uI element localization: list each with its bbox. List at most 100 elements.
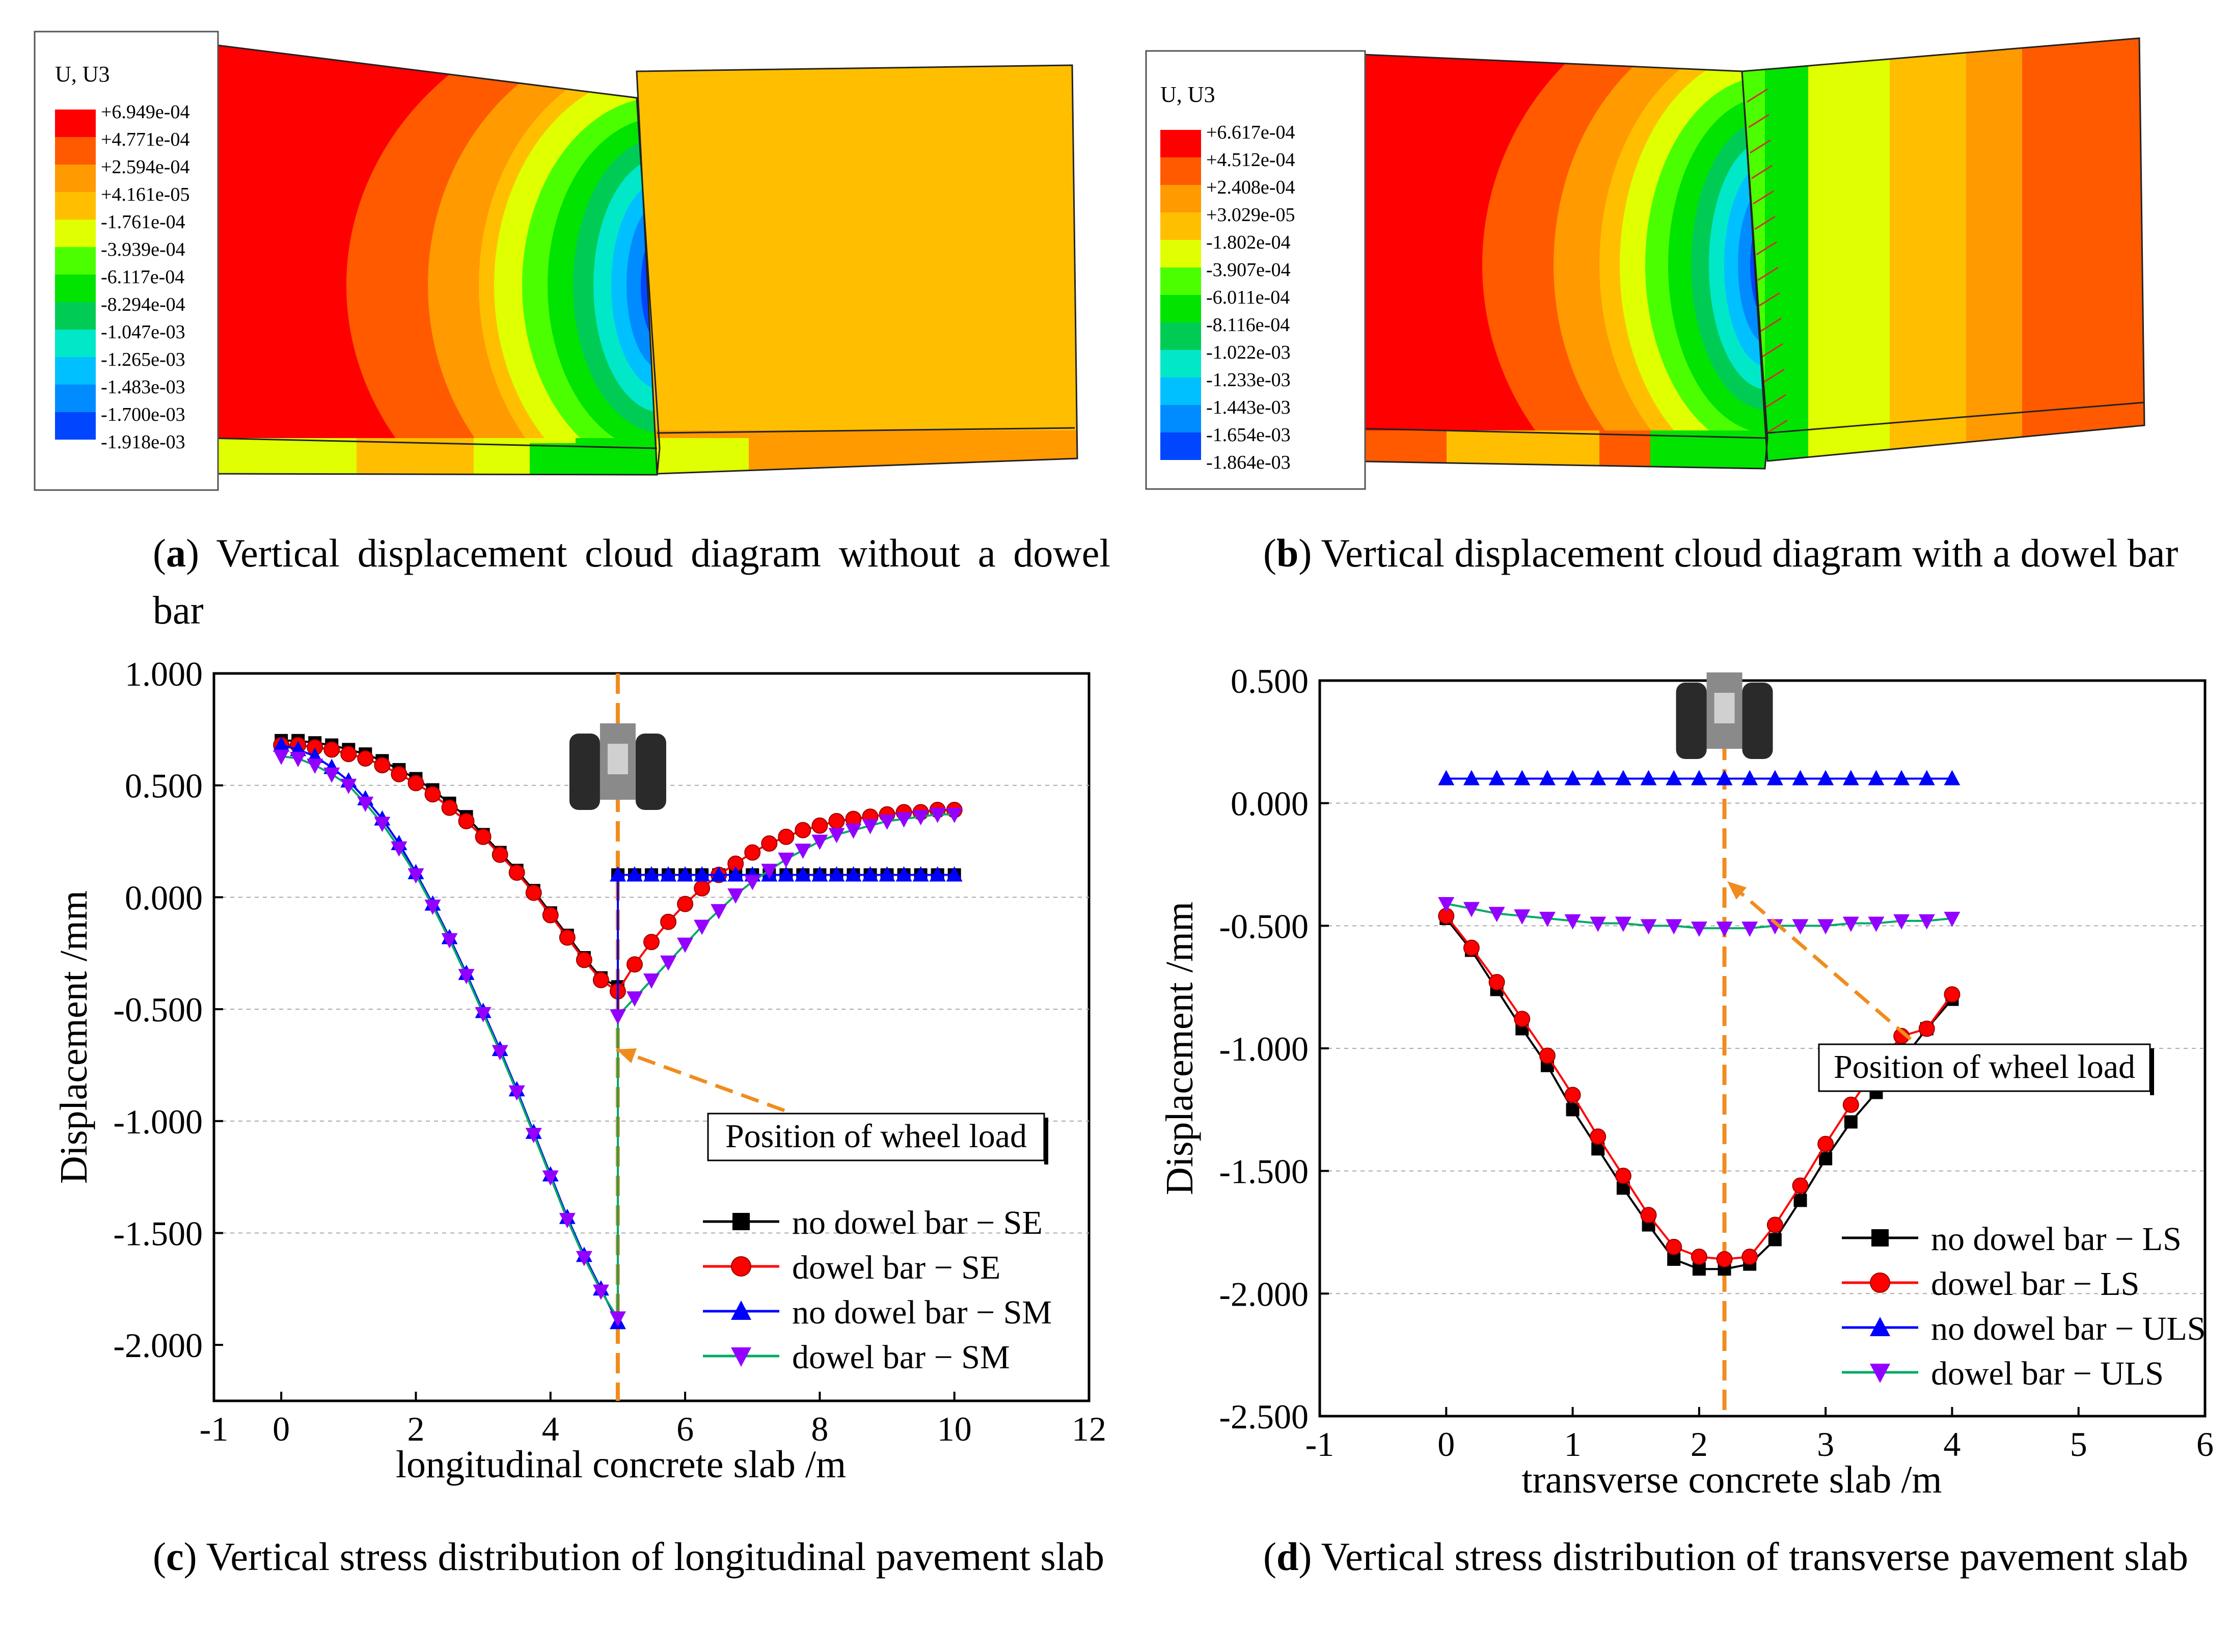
data-point-triangle-up	[828, 866, 845, 882]
data-point-square	[1871, 1229, 1889, 1247]
data-point-triangle-down	[1766, 919, 1783, 935]
legend-level: -1.918e-03	[101, 431, 185, 453]
data-point-triangle-down	[391, 841, 407, 857]
legend-level: -6.011e-04	[1206, 287, 1290, 308]
data-point-circle	[1488, 974, 1505, 991]
x-axis-title: transverse concrete slab /m	[1521, 1458, 1942, 1501]
data-point-triangle-down	[1716, 922, 1733, 937]
x-tick-label: 1	[1564, 1425, 1582, 1464]
data-point-triangle-down	[340, 778, 357, 794]
data-point-triangle-down	[694, 919, 711, 935]
legend-level: -1.233e-03	[1206, 369, 1291, 391]
data-point-triangle-up	[626, 866, 643, 882]
data-point-circle	[795, 822, 811, 838]
data-point-circle	[576, 952, 592, 968]
data-point-circle	[1463, 939, 1480, 956]
panel-d-caption: (d) Vertical stress distribution of tran…	[1263, 1534, 2188, 1579]
data-point-circle	[1691, 1249, 1707, 1265]
x-tick-label: 4	[1943, 1425, 1961, 1464]
legend-label: no dowel bar − LS	[1931, 1221, 2182, 1258]
legend-level: -1.761e-04	[101, 211, 185, 233]
data-point-circle	[778, 828, 795, 845]
data-point-triangle-up	[845, 866, 862, 882]
data-point-circle	[643, 934, 660, 951]
data-point-triangle-down	[492, 1045, 508, 1061]
legend-level: +6.617e-04	[1206, 122, 1295, 143]
data-point-triangle-down	[290, 751, 307, 767]
legend-level: +3.029e-05	[1206, 204, 1295, 226]
wheel-hub	[607, 744, 628, 774]
data-point-triangle-down	[677, 937, 694, 953]
data-point-triangle-down	[660, 955, 677, 971]
legend-level: -8.116e-04	[1206, 314, 1290, 336]
panel-b-legend-swatches	[1160, 130, 1201, 476]
data-point-triangle-up	[929, 866, 946, 882]
data-point-triangle-down	[811, 834, 828, 850]
panel-b-legend-title: U, U3	[1160, 82, 1215, 107]
data-point-circle	[694, 880, 711, 897]
data-point-triangle-up	[1741, 770, 1758, 786]
x-tick-label: 8	[811, 1410, 828, 1448]
data-point-triangle-down	[273, 749, 290, 765]
data-point-triangle-down	[542, 1170, 559, 1186]
data-point-square	[1566, 1103, 1580, 1117]
data-point-triangle-down	[1438, 897, 1455, 913]
y-tick-label: -2.500	[1219, 1397, 1309, 1436]
data-point-circle	[1817, 1135, 1834, 1152]
data-point-triangle-up	[1817, 770, 1834, 786]
data-point-triangle-down	[559, 1213, 576, 1229]
panel-b-left-slab	[1335, 53, 1767, 469]
panel-c-chart: 1.000 0.500 0.000 -0.500 -1.000 -1.500 -2.000 -…	[52, 655, 1106, 1486]
panel-d-chart: 0.500 0.000 -0.500 -1.000 -1.500 -2.000 -2.500…	[1158, 662, 2214, 1501]
caption-text: ) Vertical stress distribution of transv…	[1298, 1534, 2188, 1579]
panel-a-legend: +6.949e-04 +4.771e-04 +2.594e-04 +4.161e…	[55, 101, 190, 456]
data-point-triangle-down	[1817, 919, 1834, 935]
data-point-triangle-up	[912, 866, 929, 882]
legend-level: -1.483e-03	[101, 376, 185, 398]
annotation-box-shadow	[1044, 1118, 1048, 1164]
data-point-triangle-up	[610, 866, 627, 882]
legend-level: +4.161e-05	[101, 184, 190, 205]
legend-level: +4.771e-04	[101, 129, 190, 150]
data-point-circle	[391, 766, 407, 782]
data-point-circle	[660, 913, 677, 930]
caption-letter: d	[1276, 1534, 1299, 1579]
caption-letter: c	[166, 1534, 184, 1579]
y-tick-label: 1.000	[125, 655, 203, 693]
y-tick-label: 0.000	[125, 878, 203, 917]
data-point-triangle-down	[761, 863, 778, 879]
data-point-triangle-up	[643, 866, 660, 882]
data-point-triangle-up	[1590, 770, 1607, 786]
data-point-triangle-up	[273, 736, 290, 752]
legend-level: -3.907e-04	[1206, 259, 1291, 281]
data-point-triangle-down	[1868, 916, 1885, 932]
legend-label: dowel bar − LS	[1931, 1265, 2139, 1303]
panel-a-contour-svg	[34, 31, 1078, 491]
data-point-triangle-down	[1666, 919, 1682, 935]
x-tick-label: 6	[2196, 1425, 2214, 1464]
panel-b-right-slab	[1742, 38, 2144, 461]
data-point-triangle-up	[811, 866, 828, 882]
caption-text: ) Vertical displacement cloud diagram wi…	[1298, 531, 2179, 575]
x-tick-label: 4	[542, 1410, 559, 1448]
data-point-circle	[1918, 1020, 1935, 1037]
wheel-tire-right	[635, 734, 666, 810]
legend-level: -1.802e-04	[1206, 232, 1291, 253]
data-point-triangle-up	[677, 866, 694, 882]
data-point-triangle-down	[609, 1311, 626, 1327]
data-point-triangle-down	[1792, 919, 1809, 935]
data-point-triangle-up	[1615, 770, 1631, 786]
data-point-triangle-down	[862, 819, 879, 834]
legend-label: dowel bar − SM	[792, 1339, 1010, 1376]
data-point-circle	[811, 817, 828, 834]
x-tick-label: 0	[273, 1410, 290, 1448]
data-point-triangle-down	[1944, 911, 1961, 927]
data-point-triangle-down	[946, 807, 963, 823]
data-point-triangle-up	[1766, 770, 1783, 786]
data-point-triangle-down	[576, 1251, 592, 1266]
data-point-circle	[475, 828, 492, 845]
legend-level: -1.864e-03	[1206, 452, 1291, 473]
data-point-circle	[1564, 1087, 1581, 1103]
data-point-triangle-down	[1640, 919, 1657, 935]
data-point-circle	[1590, 1128, 1607, 1145]
